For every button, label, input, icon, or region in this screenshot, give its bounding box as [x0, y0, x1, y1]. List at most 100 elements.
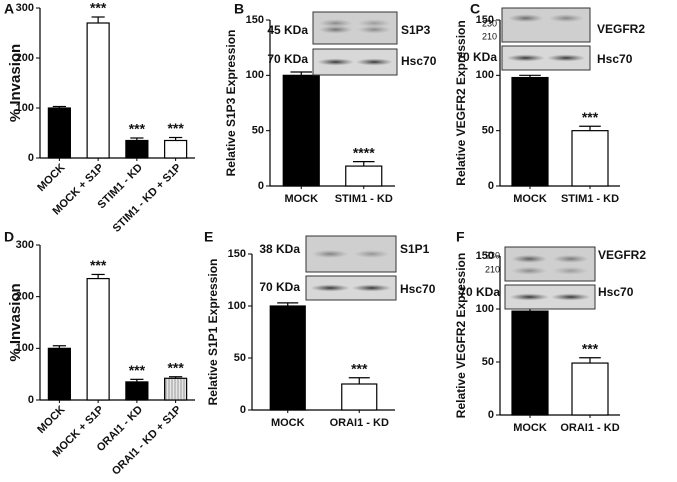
- y-axis-label: Relative VEGFR2 Expression: [454, 20, 468, 185]
- y-tick-label: 150: [476, 250, 494, 262]
- bar: [86, 22, 110, 159]
- blot-label: 70 KDa: [267, 52, 308, 66]
- blot-band: [552, 254, 589, 263]
- significance-label: ****: [353, 144, 375, 160]
- y-axis-label: Relative S1P3 Expression: [224, 30, 238, 177]
- y-tick-label: 50: [234, 352, 246, 364]
- bar: [345, 165, 383, 187]
- x-tick-label: ORAI1 - KD + S1P: [110, 404, 184, 478]
- y-tick-label: 150: [228, 248, 246, 260]
- significance-label: ***: [129, 362, 146, 378]
- blot-target: [501, 7, 591, 43]
- bar: [47, 107, 71, 159]
- blot-band: [508, 14, 544, 23]
- blot-band: [353, 250, 390, 258]
- blot-band: [318, 19, 353, 28]
- y-tick-label: 100: [228, 300, 246, 312]
- bar: [571, 362, 609, 416]
- y-tick-label: 0: [258, 180, 264, 192]
- bar: [511, 76, 549, 187]
- x-tick-label: STIM1 - KD: [561, 193, 619, 205]
- bar: [47, 347, 71, 401]
- bar: [164, 139, 188, 159]
- blot-label: Hsc70: [597, 52, 633, 66]
- significance-label: ***: [129, 121, 146, 137]
- blot-band: [506, 54, 546, 62]
- x-tick-label: MOCK: [271, 417, 305, 429]
- blot-band: [355, 58, 393, 66]
- significance-label: ***: [351, 360, 368, 376]
- y-axis-label: % Invasion: [7, 44, 24, 122]
- significance-label: ***: [167, 359, 184, 375]
- panel: E Relative S1P1 Expression 0 50 100 150 MOCK OR…: [204, 229, 436, 429]
- blot-label: 45 KDa: [267, 23, 308, 37]
- bar: [269, 305, 306, 411]
- x-tick-label: MOCK: [284, 193, 318, 205]
- blot-label: 230: [482, 18, 497, 28]
- panel-label: B: [234, 1, 244, 17]
- blot-label: 38 KDa: [259, 242, 300, 256]
- blot-band: [511, 266, 548, 275]
- panel-label: C: [470, 1, 480, 17]
- bar: [86, 277, 110, 401]
- bar: [571, 130, 609, 187]
- blot-label: Hsc70: [400, 282, 436, 296]
- bar: [511, 310, 549, 416]
- blot-band: [548, 14, 584, 23]
- blot-label: S1P3: [401, 23, 431, 37]
- blot-label: VEGFR2: [597, 22, 645, 36]
- blot-label: 70 KDa: [259, 280, 300, 294]
- y-tick-label: 100: [476, 69, 494, 81]
- x-tick-label: MOCK: [513, 193, 547, 205]
- blot-band: [509, 293, 550, 301]
- significance-label: ***: [167, 120, 184, 136]
- blot-band: [312, 250, 349, 258]
- x-tick-label: ORAI1 - KD: [560, 422, 619, 434]
- bar: [341, 383, 378, 411]
- y-tick-label: 50: [252, 125, 264, 137]
- x-tick-label: MOCK: [35, 162, 67, 194]
- x-tick-label: ORAI1 - KD: [330, 417, 389, 429]
- y-tick-label: 300: [16, 2, 34, 14]
- blot-band: [357, 19, 392, 28]
- y-tick-label: 50: [482, 356, 494, 368]
- y-tick-label: 100: [16, 342, 34, 354]
- y-axis-label: Relative S1P1 Expression: [206, 259, 220, 406]
- blot-label: 210: [482, 31, 497, 41]
- y-tick-label: 0: [240, 404, 246, 416]
- bar: [125, 139, 149, 159]
- y-tick-label: 150: [476, 14, 494, 26]
- y-tick-label: 200: [16, 52, 34, 64]
- blot-band: [317, 58, 355, 66]
- panel-label: F: [456, 229, 465, 245]
- blot-band: [310, 284, 351, 292]
- blot-label: S1P1: [400, 242, 430, 256]
- panel-label: E: [204, 229, 213, 245]
- blot-band: [552, 266, 589, 275]
- bar: [164, 377, 188, 401]
- y-tick-label: 100: [476, 303, 494, 315]
- blot-band: [318, 25, 353, 34]
- y-tick-label: 300: [16, 239, 34, 251]
- bar: [282, 74, 320, 187]
- y-axis-label: Relative VEGFR2 Expression: [454, 253, 468, 418]
- significance-label: ***: [582, 340, 599, 356]
- bar: [125, 381, 149, 401]
- blot-label: 210: [485, 264, 500, 274]
- blot-label: 230: [485, 250, 500, 260]
- significance-label: ***: [90, 0, 107, 16]
- y-tick-label: 0: [488, 409, 494, 421]
- y-tick-label: 200: [16, 291, 34, 303]
- blot-band: [550, 293, 591, 301]
- blot-band: [357, 25, 392, 34]
- y-tick-label: 0: [488, 180, 494, 192]
- significance-label: ***: [582, 109, 599, 125]
- y-tick-label: 150: [246, 14, 264, 26]
- blot-label: VEGFR2: [598, 248, 646, 262]
- y-tick-label: 0: [28, 394, 34, 406]
- significance-label: ***: [90, 257, 107, 273]
